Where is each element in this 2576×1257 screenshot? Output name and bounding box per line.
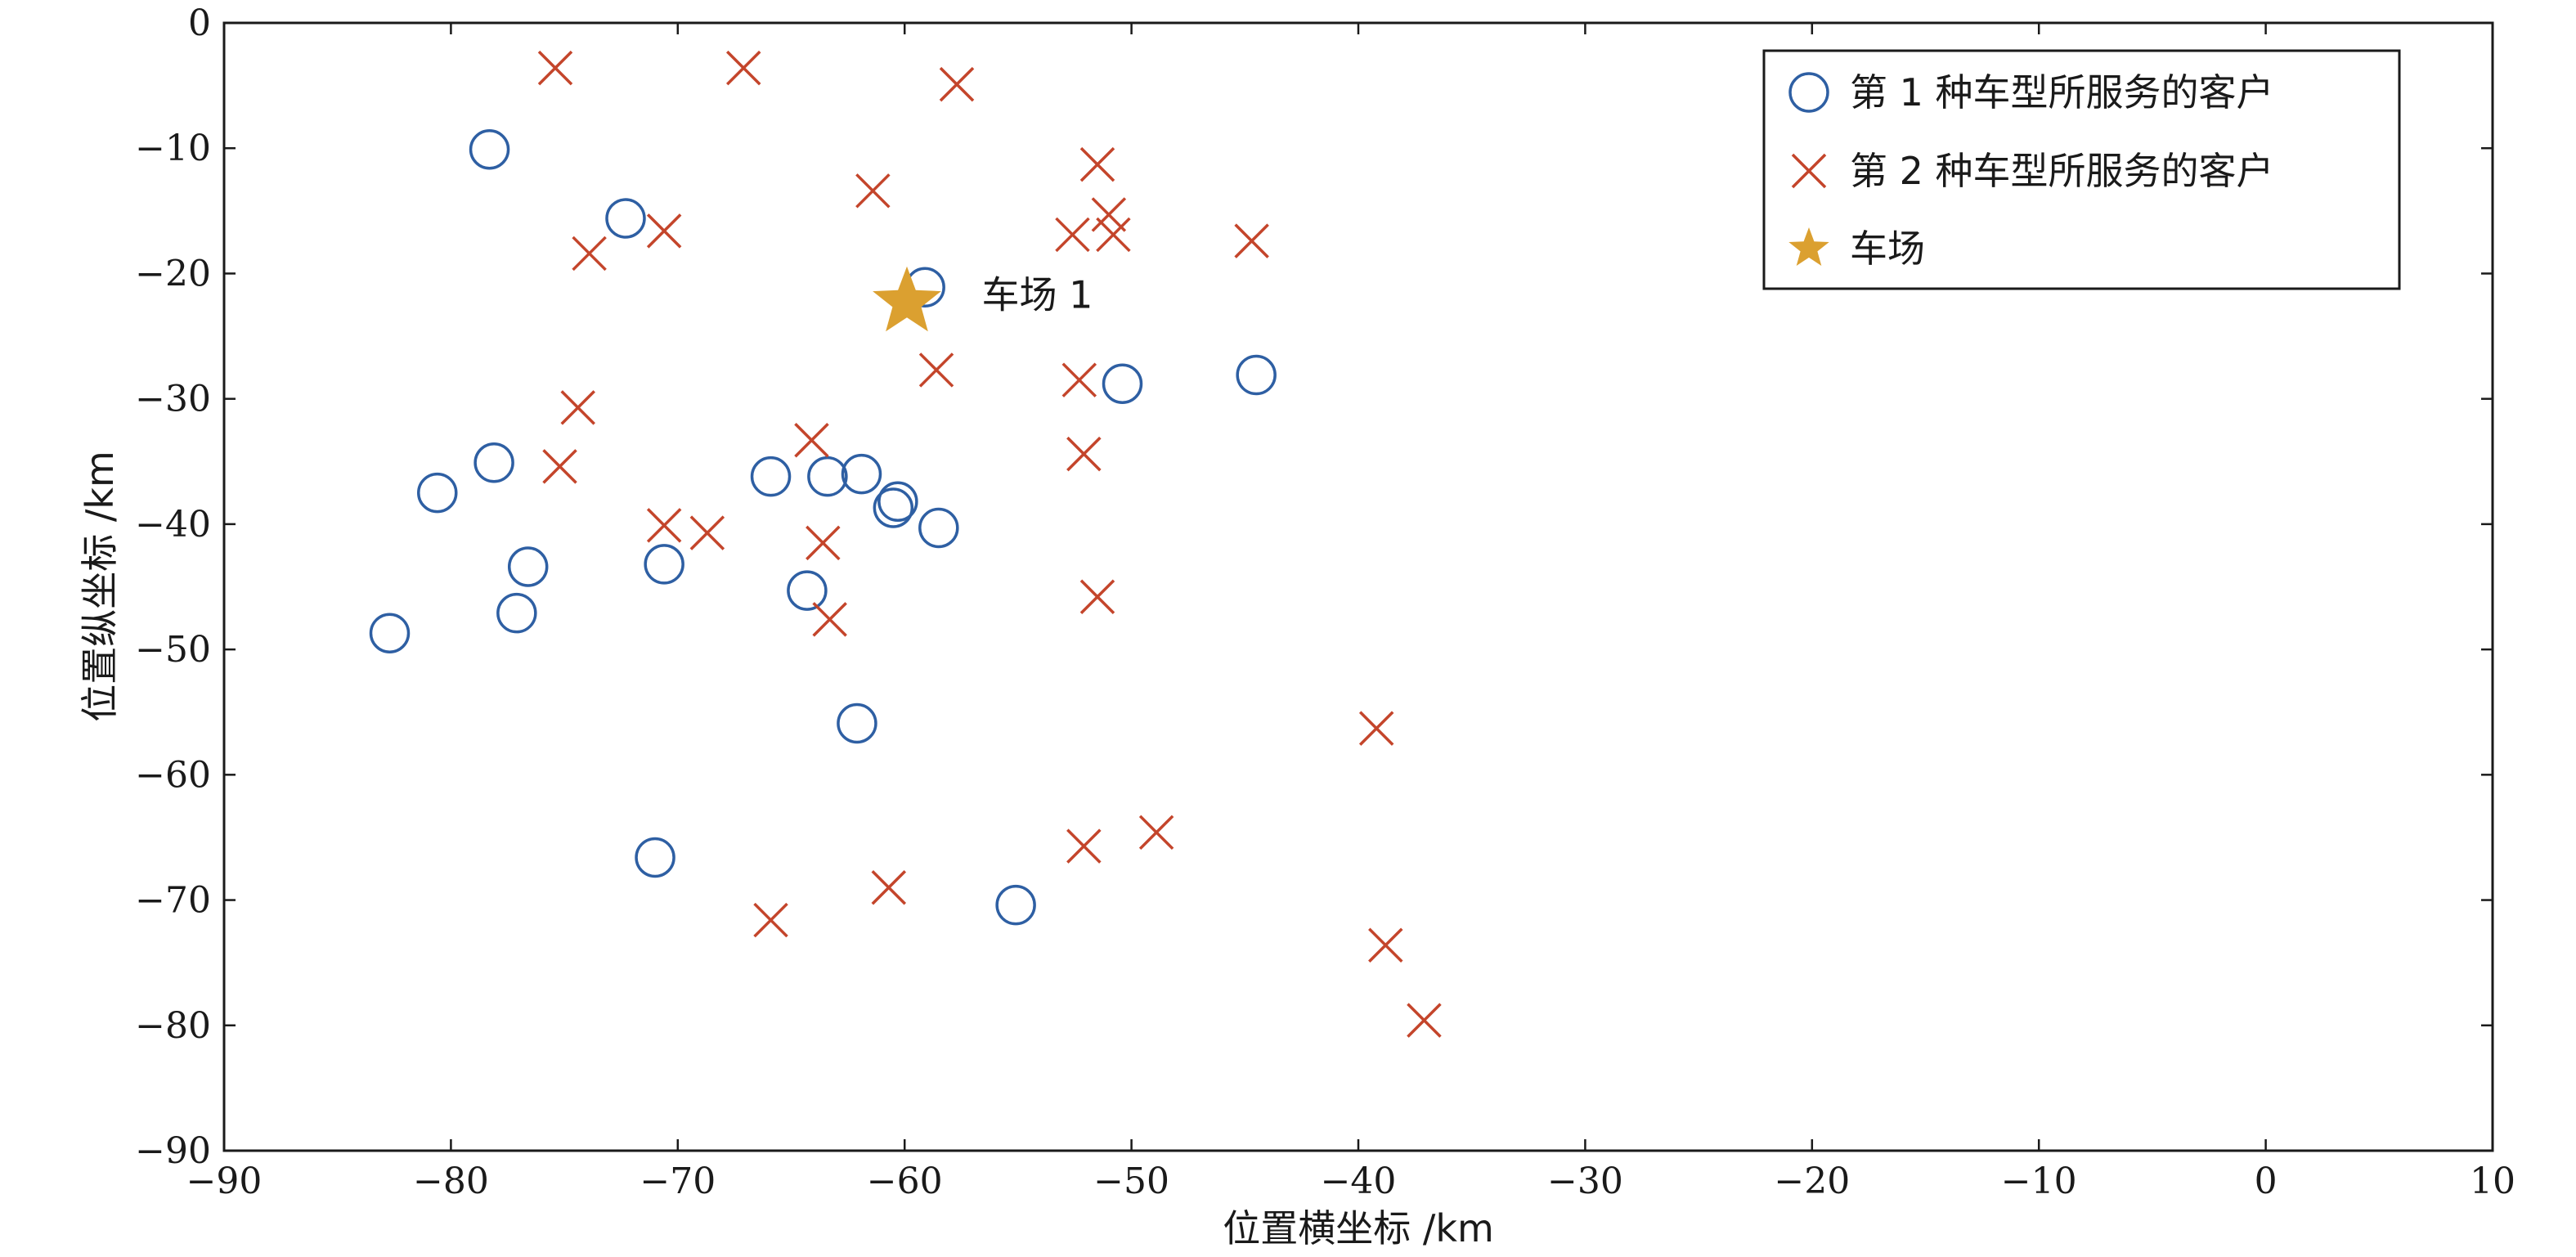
y-tick-label: −90 (135, 1130, 211, 1172)
customer-type1-point (469, 129, 510, 170)
legend-label: 车场 (1850, 227, 1925, 271)
x-tick-label: −90 (186, 1160, 263, 1202)
customer-type2-point (560, 390, 595, 425)
customer-type2-point (1079, 579, 1115, 614)
x-tick-label: −70 (640, 1160, 716, 1202)
x-tick-label: −30 (1547, 1160, 1623, 1202)
customer-type1-point (507, 546, 549, 587)
x-tick-label: −80 (413, 1160, 489, 1202)
customer-type2-point (726, 50, 761, 86)
y-tick-label: −60 (135, 754, 211, 796)
x-tick-label: −10 (2001, 1160, 2077, 1202)
customer-type2-point (753, 902, 788, 938)
depot-annotation: 车场 1 (982, 272, 1093, 316)
customer-type2-point (1096, 217, 1131, 253)
customer-type2-point (1407, 1003, 1442, 1038)
customer-type1-point (873, 487, 914, 528)
customer-type2-point (1234, 223, 1269, 258)
customer-type1-point (605, 198, 646, 239)
customer-type2-point (1066, 828, 1102, 864)
customer-type2-point (572, 236, 607, 272)
customer-type1-point (837, 703, 877, 744)
x-tick-label: 10 (2470, 1160, 2515, 1202)
x-tick-label: −50 (1093, 1160, 1169, 1202)
customer-type1-point (496, 592, 537, 634)
customer-type2-point (1358, 711, 1394, 746)
customer-type1-point (750, 456, 792, 497)
customer-type2-point (939, 66, 975, 102)
legend-marker-circle (1788, 72, 1829, 113)
customer-type1-point (841, 453, 882, 495)
customer-type2-point (1079, 146, 1115, 182)
x-tick-label: −60 (867, 1160, 943, 1202)
customer-type2-point (806, 525, 841, 561)
legend-marker-x (1791, 153, 1827, 189)
chart-annotations: 车场 1 (982, 272, 1093, 316)
customer-type1-point (644, 544, 684, 585)
legend-entry: 第 1 种车型所服务的客户 (1788, 70, 2274, 114)
customer-type2-point (794, 422, 829, 458)
y-tick-label: −40 (135, 504, 211, 545)
customer-type2-point (1061, 362, 1097, 397)
customer-type2-point (542, 449, 577, 484)
legend-box (1762, 49, 2401, 290)
legend-marker-star (1788, 227, 1829, 266)
legend-entry: 第 2 种车型所服务的客户 (1791, 149, 2274, 193)
customer-type1-point (417, 472, 458, 514)
customer-type2-point (855, 173, 891, 209)
axis-ticks (222, 21, 2494, 1152)
x-tick-label: −20 (1774, 1160, 1850, 1202)
customer-type2-point (646, 213, 682, 249)
customer-type2-point (1055, 217, 1090, 253)
x-tick-label: −40 (1321, 1160, 1397, 1202)
y-axis-label: 位置纵坐标 /km (78, 451, 122, 722)
x-tick-label: 0 (2255, 1160, 2278, 1202)
customer-type1-point (1102, 363, 1143, 405)
x-axis-label: 位置横坐标 /km (1223, 1206, 1494, 1250)
customer-type1-point (473, 442, 514, 483)
y-tick-label: −30 (135, 379, 211, 420)
legend-label: 第 2 种车型所服务的客户 (1850, 149, 2274, 193)
customer-type2-point (812, 602, 847, 637)
customer-type1-point (635, 837, 675, 878)
customer-type2-point (1138, 815, 1174, 851)
depot-point (873, 266, 941, 332)
customer-type2-point (1091, 197, 1127, 232)
customer-type1-point (787, 570, 828, 611)
customer-type2-point (918, 352, 954, 388)
y-tick-label: −70 (135, 880, 211, 922)
y-tick-label: 0 (188, 2, 211, 44)
legend-label: 第 1 种车型所服务的客户 (1850, 70, 2274, 114)
legend-entry: 车场 (1788, 227, 1925, 271)
data-marks (369, 50, 1442, 1038)
y-tick-label: −80 (135, 1005, 211, 1047)
customer-type2-point (646, 508, 682, 543)
customer-type1-point (918, 507, 959, 549)
customer-type1-point (807, 456, 848, 497)
customer-type2-point (1066, 436, 1102, 472)
customer-type1-point (877, 481, 918, 523)
customer-type1-point (369, 613, 411, 653)
customer-type2-point (871, 869, 907, 905)
customer-type2-point (1368, 927, 1403, 963)
y-tick-label: −20 (135, 253, 211, 294)
y-tick-label: −50 (135, 629, 211, 671)
axis-tick-labels: −90 −80 −70 −60 −50 −40 −30 −20 −10 0 10 0 −10 −20 −30… (135, 2, 2515, 1202)
customer-type1-point (995, 884, 1036, 926)
customer-type2-point (537, 50, 573, 86)
y-tick-label: −10 (135, 128, 211, 169)
customer-type1-point (1236, 354, 1277, 396)
customer-type2-point (689, 515, 725, 550)
